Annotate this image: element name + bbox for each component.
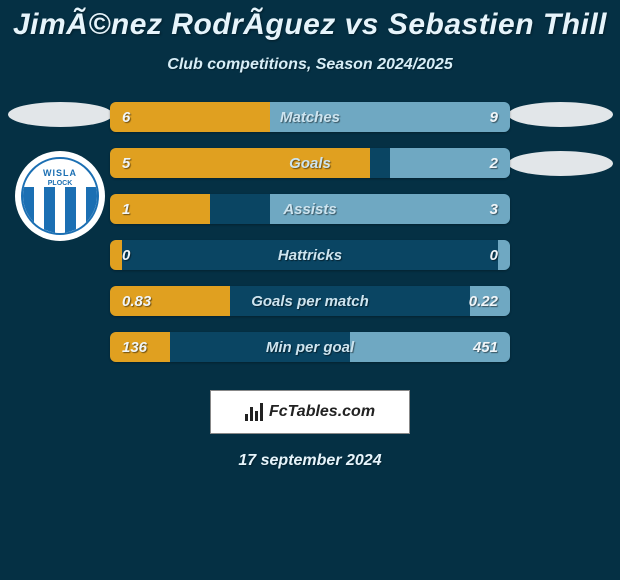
- right-player-column: [505, 102, 615, 200]
- stat-label: Min per goal: [110, 339, 510, 356]
- stat-label: Hattricks: [110, 247, 510, 264]
- stat-label: Matches: [110, 109, 510, 126]
- left-player-column: WISLA PLOCK: [5, 102, 115, 241]
- left-club-sub: PLOCK: [23, 180, 97, 187]
- stat-row: 0.830.22Goals per match: [110, 286, 510, 316]
- infographic-container: JimÃ©nez RodrÃ­guez vs Sebastien Thill C…: [0, 0, 620, 580]
- stat-label: Goals: [110, 155, 510, 172]
- stat-row: 13Assists: [110, 194, 510, 224]
- stat-row: 136451Min per goal: [110, 332, 510, 362]
- snapshot-date: 17 september 2024: [0, 452, 620, 470]
- stat-row: 69Matches: [110, 102, 510, 132]
- brand-chart-icon: [245, 403, 263, 421]
- left-club-logo: WISLA PLOCK: [15, 151, 105, 241]
- brand-box: FcTables.com: [210, 390, 410, 434]
- left-club-name: WISLA: [23, 168, 97, 178]
- left-player-ellipse: [8, 102, 113, 127]
- season-subtitle: Club competitions, Season 2024/2025: [0, 56, 620, 74]
- stat-row: 52Goals: [110, 148, 510, 178]
- right-player-ellipse: [508, 102, 613, 127]
- stats-area: WISLA PLOCK 69Matches52Goa: [0, 102, 620, 382]
- comparison-title: JimÃ©nez RodrÃ­guez vs Sebastien Thill: [0, 0, 620, 42]
- stat-label: Assists: [110, 201, 510, 218]
- stat-label: Goals per match: [110, 293, 510, 310]
- left-club-stripes: [23, 187, 97, 233]
- stat-bars-column: 69Matches 52Goals 13Assists 00Hattricks 0.83…: [110, 102, 510, 378]
- left-club-logo-inner: WISLA PLOCK: [21, 157, 99, 235]
- stat-row: 00Hattricks: [110, 240, 510, 270]
- brand-text: FcTables.com: [269, 403, 375, 421]
- right-club-ellipse: [508, 151, 613, 176]
